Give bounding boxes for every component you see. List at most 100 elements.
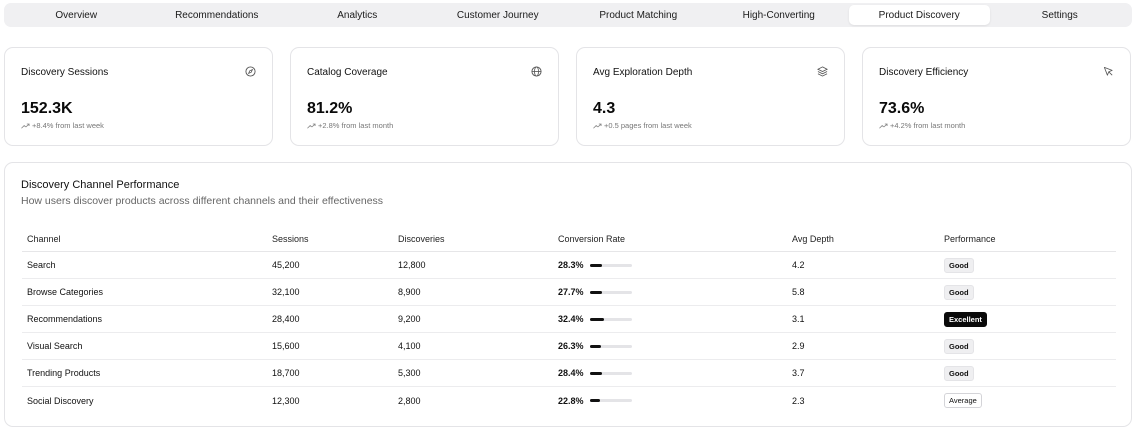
cell-channel: Social Discovery: [27, 395, 94, 406]
cell-discoveries: 12,800: [398, 260, 426, 270]
tab-high-converting[interactable]: High-Converting: [742, 9, 815, 21]
cell-channel: Recommendations: [27, 314, 103, 324]
stat-card-discovery-sessions: Discovery Sessions 152.3K +8.4% from las…: [4, 47, 273, 146]
stat-value: 152.3K: [21, 100, 73, 117]
tab-analytics[interactable]: Analytics: [337, 9, 378, 21]
cell-discoveries: 5,300: [398, 368, 421, 378]
tab-recommendations[interactable]: Recommendations: [175, 9, 259, 21]
performance-badge: Excellent: [944, 311, 987, 327]
table-row: Search 45,200 12,800 28.3% 4.2 Good: [22, 252, 1116, 279]
cell-sessions: 28,400: [272, 314, 300, 324]
stat-change: +4.2% from last month: [879, 121, 965, 130]
stat-value: 73.6%: [879, 100, 925, 117]
stat-change-text: +4.2% from last month: [890, 121, 966, 130]
conversion-rate-bar: [590, 263, 632, 267]
trend-up-icon: [307, 123, 316, 129]
cell-avg-depth: 5.8: [792, 287, 805, 297]
conversion-rate-bar: [590, 399, 632, 402]
cell-performance: Good: [944, 252, 974, 278]
cell-sessions: 32,100: [272, 287, 300, 297]
cell-performance: Average: [944, 387, 982, 414]
header-channel: Channel: [27, 234, 61, 244]
cell-channel: Visual Search: [27, 341, 83, 351]
cell-conversion-rate: 32.4%: [558, 306, 632, 332]
stat-card-avg-exploration-depth: Avg Exploration Depth 4.3 +0.5 pages fro…: [576, 47, 845, 146]
cell-conversion-rate: 28.3%: [558, 252, 632, 278]
conversion-rate-bar: [590, 317, 632, 321]
table-header-row: Channel Sessions Discoveries Conversion …: [22, 227, 1116, 252]
header-discoveries: Discoveries: [398, 234, 445, 244]
performance-badge: Good: [944, 257, 974, 273]
cell-channel: Trending Products: [27, 368, 101, 378]
stat-title: Avg Exploration Depth: [593, 67, 693, 78]
trend-up-icon: [21, 123, 30, 129]
conversion-rate-bar: [590, 344, 632, 348]
conversion-rate-bar-fill: [590, 263, 602, 267]
tab-product-discovery[interactable]: Product Discovery: [849, 5, 990, 25]
conversion-rate-value: 32.4%: [558, 314, 584, 324]
header-avg-depth: Avg Depth: [792, 234, 834, 244]
conversion-rate-bar-fill: [590, 399, 600, 402]
cell-avg-depth: 3.7: [792, 368, 805, 378]
cursor-icon: [1103, 66, 1113, 76]
cell-discoveries: 2,800: [398, 395, 421, 406]
performance-badge: Average: [944, 393, 982, 408]
stat-change: +2.8% from last month: [307, 121, 393, 130]
tab-product-matching[interactable]: Product Matching: [599, 9, 678, 21]
header-sessions: Sessions: [272, 234, 309, 244]
cell-channel: Browse Categories: [27, 287, 104, 297]
trend-up-icon: [593, 123, 602, 129]
table-row: Browse Categories 32,100 8,900 27.7% 5.8…: [22, 279, 1116, 306]
stat-card-catalog-coverage: Catalog Coverage 81.2% +2.8% from last m…: [290, 47, 559, 146]
cell-avg-depth: 4.2: [792, 260, 805, 270]
tab-bar: Overview Recommendations Analytics Custo…: [4, 3, 1132, 27]
conversion-rate-value: 26.3%: [558, 341, 584, 351]
stat-change-text: +8.4% from last week: [32, 121, 104, 130]
cell-avg-depth: 3.1: [792, 314, 805, 324]
header-conversion-rate: Conversion Rate: [558, 234, 626, 244]
cell-conversion-rate: 22.8%: [558, 387, 632, 414]
panel-subtitle: How users discover products across diffe…: [21, 195, 384, 207]
table-row: Trending Products 18,700 5,300 28.4% 3.7…: [22, 360, 1116, 387]
header-performance: Performance: [944, 234, 996, 244]
channel-table: Channel Sessions Discoveries Conversion …: [22, 227, 1116, 414]
conversion-rate-value: 28.3%: [558, 260, 584, 270]
tab-overview[interactable]: Overview: [55, 9, 98, 21]
cell-sessions: 15,600: [272, 341, 300, 351]
compass-icon: [245, 66, 256, 77]
conversion-rate-bar-fill: [590, 290, 602, 294]
stat-change: +8.4% from last week: [21, 121, 104, 130]
tab-settings[interactable]: Settings: [1041, 9, 1078, 21]
layers-icon: [817, 66, 828, 77]
tab-customer-journey[interactable]: Customer Journey: [456, 9, 539, 21]
stat-change-text: +0.5 pages from last week: [604, 121, 692, 130]
cell-performance: Good: [944, 279, 974, 305]
conversion-rate-bar-fill: [590, 317, 604, 321]
performance-badge: Good: [944, 338, 974, 354]
cell-sessions: 45,200: [272, 260, 300, 270]
performance-badge: Good: [944, 365, 974, 381]
cell-sessions: 12,300: [272, 395, 300, 406]
cell-discoveries: 9,200: [398, 314, 421, 324]
cell-performance: Good: [944, 360, 974, 386]
stat-card-discovery-efficiency: Discovery Efficiency 73.6% +4.2% from la…: [862, 47, 1131, 146]
stat-change-text: +2.8% from last month: [318, 121, 394, 130]
channel-performance-panel: Discovery Channel Performance How users …: [4, 162, 1132, 427]
stat-value: 81.2%: [307, 100, 353, 117]
cell-discoveries: 8,900: [398, 287, 421, 297]
conversion-rate-value: 27.7%: [558, 287, 584, 297]
stat-change: +0.5 pages from last week: [593, 121, 692, 130]
globe-icon: [531, 66, 542, 77]
conversion-rate-value: 28.4%: [558, 368, 584, 378]
conversion-rate-bar-fill: [590, 344, 602, 348]
cell-avg-depth: 2.3: [792, 395, 805, 406]
stat-title: Discovery Sessions: [21, 67, 109, 78]
cell-avg-depth: 2.9: [792, 341, 805, 351]
stat-title: Catalog Coverage: [307, 67, 388, 78]
cell-sessions: 18,700: [272, 368, 300, 378]
cell-discoveries: 4,100: [398, 341, 421, 351]
cell-performance: Good: [944, 333, 974, 359]
conversion-rate-bar: [590, 371, 632, 375]
conversion-rate-value: 22.8%: [558, 395, 584, 406]
cell-conversion-rate: 26.3%: [558, 333, 632, 359]
